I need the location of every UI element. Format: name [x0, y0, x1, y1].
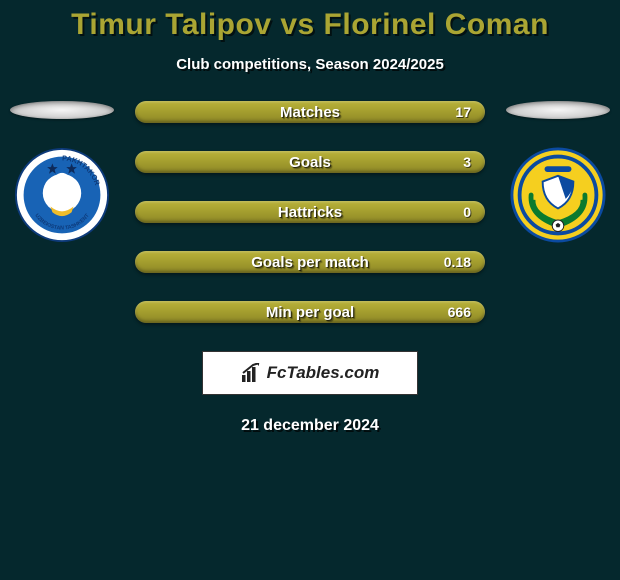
stat-bar-goals: Goals 3: [135, 151, 485, 173]
stat-right-value: 666: [448, 304, 471, 320]
stat-label: Matches: [280, 104, 340, 121]
stat-bar-goals-per-match: Goals per match 0.18: [135, 251, 485, 273]
stat-bar-min-per-goal: Min per goal 666: [135, 301, 485, 323]
page-title: Timur Talipov vs Florinel Coman: [0, 8, 620, 42]
stat-label: Goals per match: [251, 254, 369, 271]
stats-bars: Matches 17 Goals 3 Hattricks 0 Goals per…: [135, 101, 485, 323]
stat-label: Hattricks: [278, 204, 342, 221]
stat-right-value: 3: [463, 154, 471, 170]
main-row: PAKHTAKOR UZBEKISTAN TASHKENT Matches 17…: [0, 101, 620, 323]
chart-icon: [241, 363, 263, 383]
comparison-infographic: Timur Talipov vs Florinel Coman Club com…: [0, 0, 620, 435]
brand-text: FcTables.com: [267, 363, 380, 383]
date-line: 21 december 2024: [0, 417, 620, 435]
stat-right-value: 17: [455, 104, 471, 120]
stat-bar-matches: Matches 17: [135, 101, 485, 123]
left-column: PAKHTAKOR UZBEKISTAN TASHKENT: [7, 101, 117, 243]
left-club-logo: PAKHTAKOR UZBEKISTAN TASHKENT: [14, 147, 110, 243]
right-player-slot: [506, 101, 610, 119]
stat-right-value: 0: [463, 204, 471, 220]
stat-label: Goals: [289, 154, 331, 171]
brand-box: FcTables.com: [202, 351, 418, 395]
stat-bar-hattricks: Hattricks 0: [135, 201, 485, 223]
left-player-slot: [10, 101, 114, 119]
subtitle: Club competitions, Season 2024/2025: [0, 56, 620, 73]
right-club-logo: [510, 147, 606, 243]
right-column: [503, 101, 613, 243]
stat-label: Min per goal: [266, 304, 354, 321]
stat-right-value: 0.18: [444, 254, 471, 270]
